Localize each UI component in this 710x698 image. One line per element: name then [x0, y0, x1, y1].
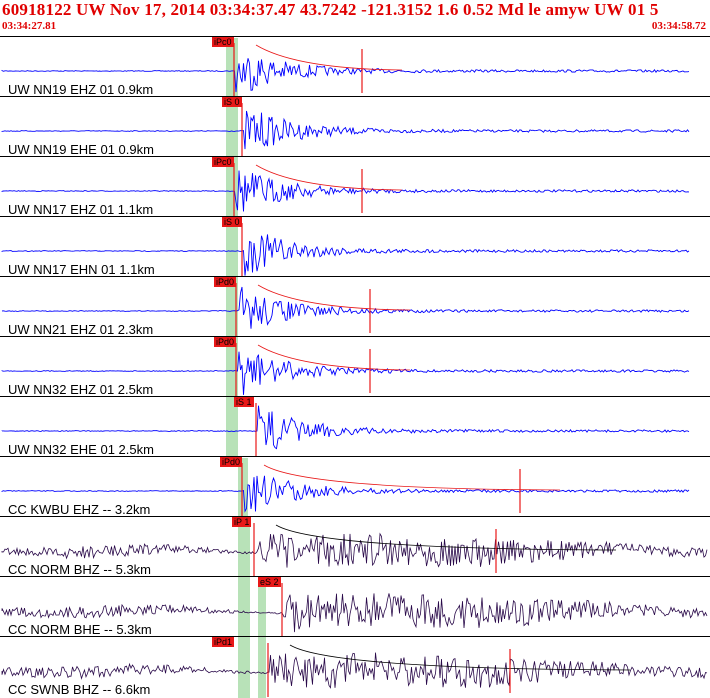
coda-decay-curve — [289, 644, 631, 671]
phase-pick-label[interactable]: iPc0 — [212, 37, 234, 47]
trace-panel[interactable]: iS 0 UW NN19 EHE 01 0.9km — [0, 96, 710, 157]
seismic-trace — [1, 532, 708, 568]
phase-pick-label[interactable]: iPc0 — [212, 157, 234, 167]
phase-pick-label[interactable]: iPd0 — [214, 277, 237, 287]
trace-label: CC NORM BHZ -- 5.3km — [8, 562, 151, 577]
trace-label: UW NN17 EHZ 01 1.1km — [8, 202, 154, 217]
pick-window-band — [238, 458, 248, 698]
coda-decay-curve — [263, 464, 561, 491]
trace-label: UW NN19 EHE 01 0.9km — [8, 142, 154, 157]
seismic-trace — [1, 475, 690, 513]
trace-panel[interactable]: eS 2 CC NORM BHE -- 5.3km — [0, 576, 710, 637]
coda-decay-curve — [257, 284, 411, 311]
coda-decay-curve — [257, 344, 411, 371]
trace-panel[interactable]: iPc0 UW NN19 EHZ 01 0.9km — [0, 36, 710, 97]
trace-panel[interactable]: iPc0 UW NN17 EHZ 01 1.1km — [0, 156, 710, 217]
waveform-plot — [1, 643, 708, 697]
trace-label: CC NORM BHE -- 5.3km — [8, 622, 152, 637]
trace-panel[interactable]: iPd0 CC KWBU EHZ -- 3.2km — [0, 456, 710, 517]
seismic-trace — [1, 286, 690, 329]
phase-pick-label[interactable]: iPd0 — [214, 337, 237, 347]
phase-pick-label[interactable]: iP 1 — [232, 517, 252, 527]
seismic-trace — [1, 170, 690, 212]
seismic-trace — [1, 110, 690, 150]
trace-panel[interactable]: iPd0 UW NN21 EHZ 01 2.3km — [0, 276, 710, 337]
seismic-trace — [1, 405, 690, 450]
waveform-plot — [1, 523, 708, 577]
trace-label: UW NN17 EHN 01 1.1km — [8, 262, 155, 277]
waveform-plot — [1, 223, 690, 277]
seismic-trace — [1, 593, 708, 633]
time-end-label: 03:34:58.72 — [651, 20, 706, 32]
trace-panel[interactable]: iPd0 UW NN32 EHZ 01 2.5km — [0, 336, 710, 397]
waveform-plot — [1, 43, 690, 97]
phase-pick-label[interactable]: iPd0 — [220, 457, 243, 467]
trace-panel[interactable]: iS 1 UW NN32 EHE 01 2.5km — [0, 396, 710, 457]
seismic-trace — [1, 234, 690, 276]
waveform-plot — [1, 103, 690, 157]
phase-pick-label[interactable]: iS 1 — [234, 397, 254, 407]
trace-panel[interactable]: iS 0 UW NN17 EHN 01 1.1km — [0, 216, 710, 277]
phase-pick-label[interactable]: eS 2 — [258, 577, 281, 587]
trace-label: CC KWBU EHZ -- 3.2km — [8, 502, 151, 517]
trace-label: UW NN32 EHZ 01 2.5km — [8, 382, 154, 397]
waveform-plot — [1, 583, 708, 637]
waveform-plot — [1, 163, 690, 217]
time-start-label: 03:34:27.81 — [2, 20, 57, 32]
trace-label: UW NN32 EHE 01 2.5km — [8, 442, 154, 457]
phase-pick-label[interactable]: iS 0 — [222, 217, 242, 227]
waveform-plot — [1, 403, 690, 457]
seismic-trace — [1, 351, 690, 395]
event-header-title: 60918122 UW Nov 17, 2014 03:34:37.47 43.… — [2, 0, 659, 19]
pick-window-band — [226, 38, 238, 458]
trace-label: CC SWNB BHZ -- 6.6km — [8, 682, 151, 697]
coda-decay-curve — [255, 44, 403, 71]
trace-label: UW NN21 EHZ 01 2.3km — [8, 322, 154, 337]
trace-panel[interactable]: iP 1 CC NORM BHZ -- 5.3km — [0, 516, 710, 577]
phase-pick-label[interactable]: iS 0 — [222, 97, 242, 107]
coda-decay-curve — [275, 524, 617, 551]
waveform-plot — [1, 283, 690, 337]
trace-label: UW NN19 EHZ 01 0.9km — [8, 82, 154, 97]
seismic-trace — [1, 652, 708, 689]
phase-pick-label[interactable]: iPd1 — [212, 637, 235, 647]
seismic-trace — [1, 58, 690, 93]
waveform-plot — [1, 463, 690, 517]
pick-window-band — [258, 578, 266, 698]
trace-panel[interactable]: iPd1 CC SWNB BHZ -- 6.6km — [0, 636, 710, 697]
waveform-plot — [1, 343, 690, 397]
coda-decay-curve — [255, 164, 403, 191]
